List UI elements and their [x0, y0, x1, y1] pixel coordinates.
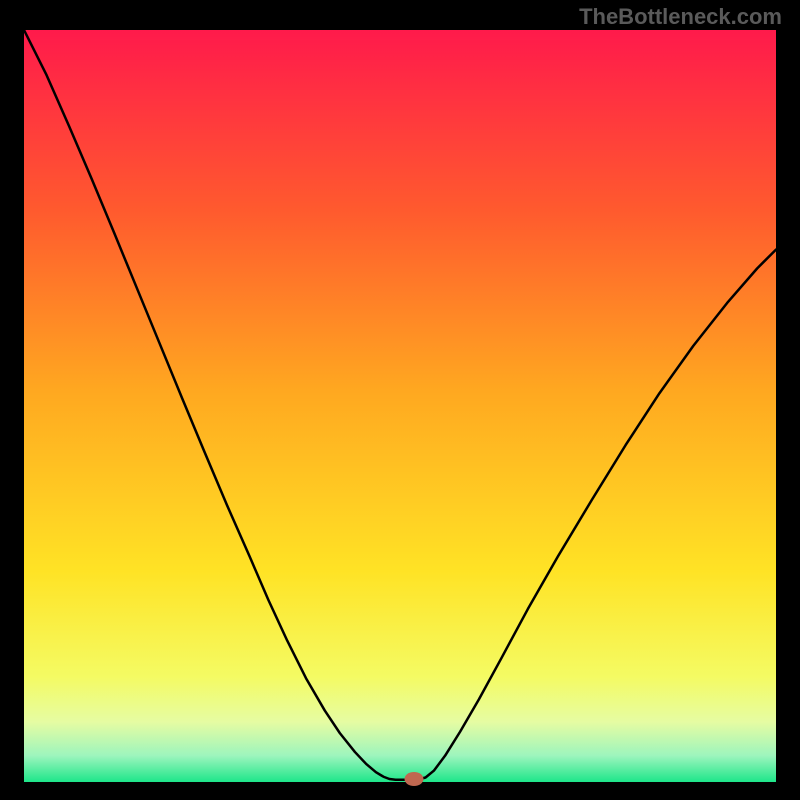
watermark-text: TheBottleneck.com: [579, 4, 782, 30]
chart-container: TheBottleneck.com: [0, 0, 800, 800]
plot-area: [24, 30, 776, 782]
bottleneck-curve: [24, 30, 776, 782]
minimum-marker: [405, 772, 424, 786]
